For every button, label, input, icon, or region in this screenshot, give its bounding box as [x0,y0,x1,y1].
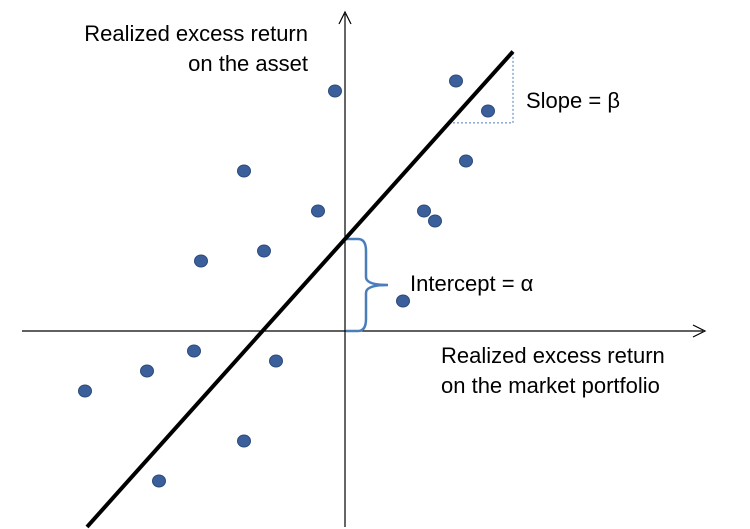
x-axis-label-line1: Realized excess return [441,343,665,368]
x-axis-label-line2: on the market portfolio [441,373,660,398]
data-point-15 [78,384,92,398]
data-point-4 [417,204,431,218]
regression-line-group [85,50,515,529]
data-point-9 [194,254,208,268]
data-point-5 [428,214,442,228]
data-point-11 [311,204,325,218]
data-point-10 [257,244,271,258]
data-point-14 [269,354,283,368]
data-point-12 [187,344,201,358]
y-axis-label: Realized excess return on the asset [84,19,308,79]
data-points [78,74,495,488]
slope-label: Slope = β [526,88,620,113]
regression-line [85,50,515,529]
data-point-6 [459,154,473,168]
data-point-2 [449,74,463,88]
data-point-17 [152,474,166,488]
brace-curve [357,237,389,333]
intercept-brace [346,237,389,333]
data-point-13 [140,364,154,378]
x-axis-label: Realized excess return on the market por… [441,341,665,401]
data-point-7 [328,84,342,98]
x-axis-arrowhead [692,324,707,338]
y-axis-label-line2: on the asset [188,51,308,76]
data-point-1 [396,294,410,308]
y-axis-label-line1: Realized excess return [84,21,308,46]
y-axis-arrowhead [338,10,352,25]
intercept-label: Intercept = α [410,271,534,296]
data-point-8 [237,164,251,178]
slope-guides [449,51,514,124]
data-point-3 [481,104,495,118]
data-point-16 [237,434,251,448]
